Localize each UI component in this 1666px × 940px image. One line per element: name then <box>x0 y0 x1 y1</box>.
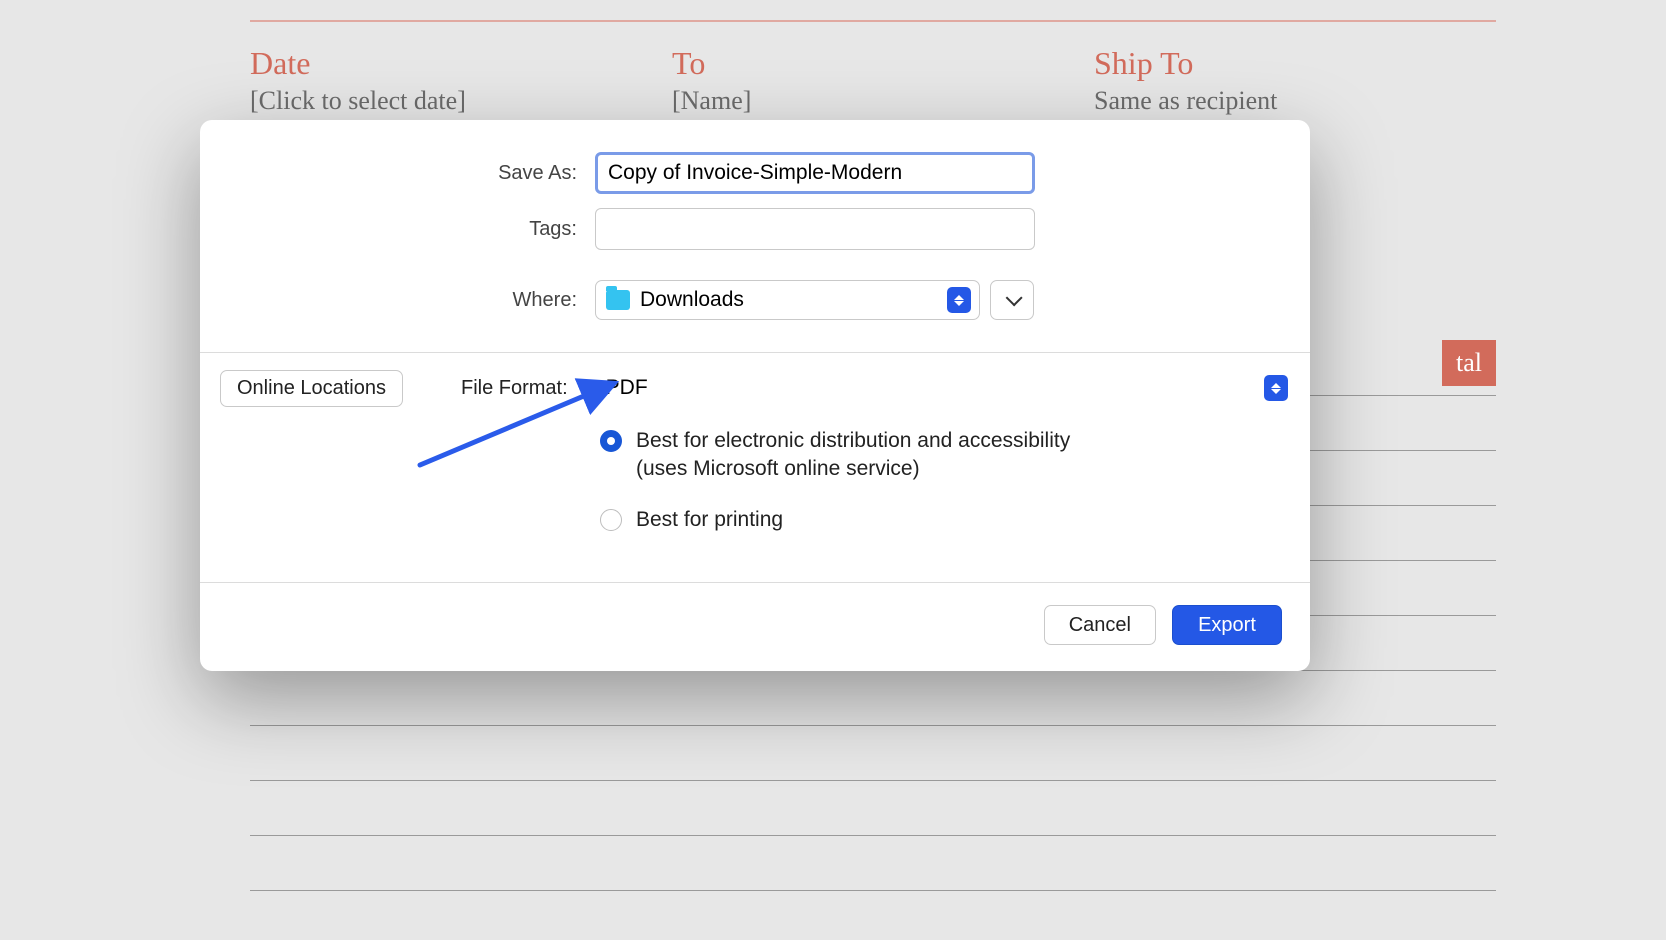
save-as-row: Save As: <box>230 152 1280 194</box>
pdf-option-printing-label: Best for printing <box>636 506 783 534</box>
doc-rule-line <box>250 835 1496 836</box>
file-format-value: PDF <box>606 376 648 400</box>
where-stepper-icon <box>947 287 971 313</box>
file-format-stepper-icon <box>1264 375 1288 401</box>
doc-col-date: Date [Click to select date] <box>250 45 652 116</box>
doc-header-columns: Date [Click to select date] To [Name] Sh… <box>250 45 1496 116</box>
doc-col-to: To [Name] <box>672 45 1074 116</box>
where-value: Downloads <box>640 288 744 312</box>
where-label: Where: <box>230 289 595 312</box>
doc-col-shipto: Ship To Same as recipient <box>1094 45 1496 116</box>
save-as-input[interactable] <box>595 152 1035 194</box>
file-format-row: Online Locations File Format: PDF <box>200 353 1310 407</box>
tags-input[interactable] <box>595 208 1035 250</box>
doc-col-to-value: [Name] <box>672 86 1074 116</box>
doc-rule-line <box>250 890 1496 891</box>
dialog-footer: Cancel Export <box>200 583 1310 671</box>
folder-icon <box>606 290 630 310</box>
doc-rule-line <box>250 725 1496 726</box>
export-dialog: Save As: Tags: Where: Downloads <box>200 120 1310 671</box>
tags-label: Tags: <box>230 218 595 241</box>
pdf-options-group: Best for electronic distribution and acc… <box>200 407 1310 582</box>
file-format-select[interactable]: PDF <box>588 369 1290 407</box>
radio-icon <box>600 509 622 531</box>
tags-row: Tags: <box>230 208 1280 250</box>
cancel-button[interactable]: Cancel <box>1044 605 1156 645</box>
save-as-label: Save As: <box>230 162 595 185</box>
export-button[interactable]: Export <box>1172 605 1282 645</box>
expand-browser-button[interactable] <box>990 280 1034 320</box>
chevron-down-icon <box>1006 289 1023 306</box>
where-row: Where: Downloads <box>230 280 1280 320</box>
online-locations-button[interactable]: Online Locations <box>220 370 403 407</box>
where-controls: Downloads <box>595 280 1034 320</box>
file-format-label: File Format: <box>461 377 568 400</box>
doc-col-date-label: Date <box>250 45 652 82</box>
file-format-section: Online Locations File Format: PDF Best f… <box>200 353 1310 582</box>
pdf-option-electronic-label: Best for electronic distribution and acc… <box>636 427 1070 484</box>
where-select[interactable]: Downloads <box>595 280 980 320</box>
pdf-option-printing[interactable]: Best for printing <box>600 506 1290 534</box>
doc-header-rule <box>250 20 1496 22</box>
doc-col-shipto-label: Ship To <box>1094 45 1496 82</box>
radio-icon <box>600 430 622 452</box>
export-dialog-top-section: Save As: Tags: Where: Downloads <box>200 120 1310 352</box>
pdf-option-electronic[interactable]: Best for electronic distribution and acc… <box>600 427 1290 484</box>
doc-total-badge-fragment: tal <box>1442 340 1496 386</box>
doc-col-shipto-value: Same as recipient <box>1094 86 1496 116</box>
doc-rule-line <box>250 780 1496 781</box>
doc-col-to-label: To <box>672 45 1074 82</box>
doc-col-date-value: [Click to select date] <box>250 86 652 116</box>
